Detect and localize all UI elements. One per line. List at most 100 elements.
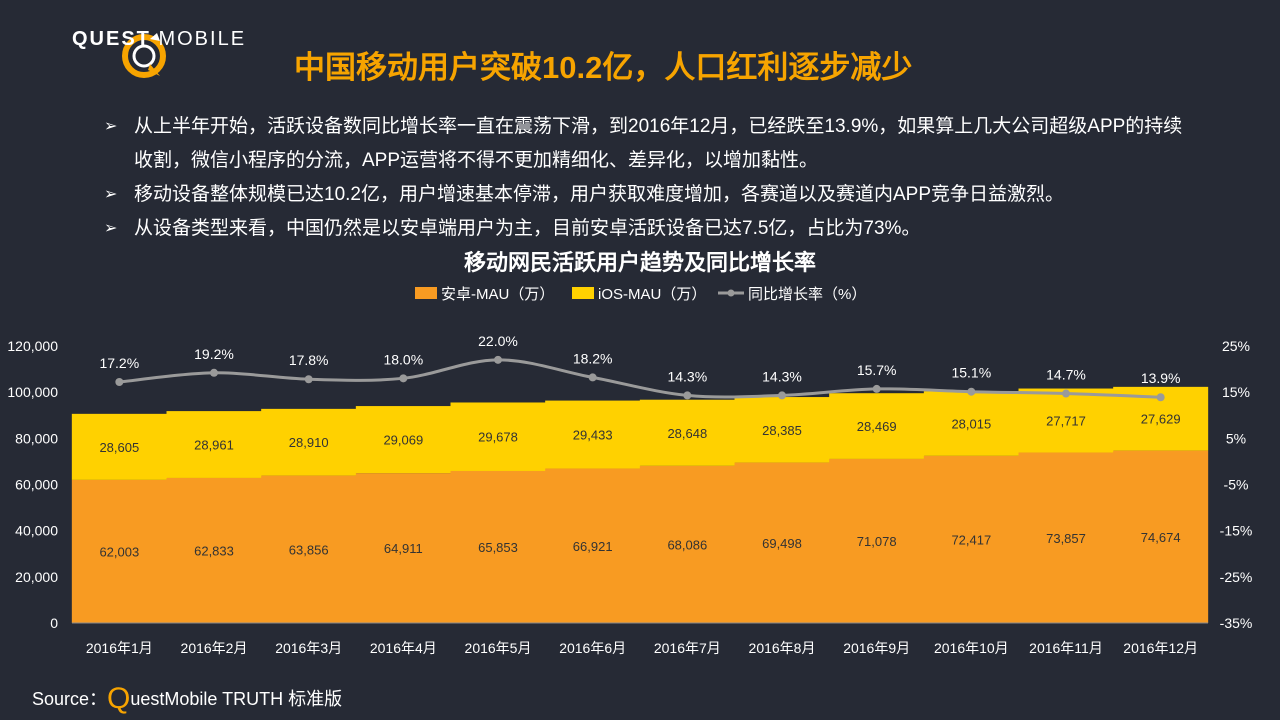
- x-tick-label: 2016年10月: [934, 640, 1009, 656]
- quest-mobile-logo-icon: [122, 33, 166, 78]
- brand-name: QUEST MOBILE: [72, 28, 246, 51]
- bar-android: [450, 470, 546, 623]
- bar-android: [261, 475, 357, 623]
- x-tick-label: 2016年5月: [465, 640, 532, 656]
- bar-ios-label: 29,069: [383, 433, 423, 448]
- growth-rate-label: 15.1%: [951, 365, 991, 381]
- growth-rate-point: [588, 373, 597, 382]
- growth-rate-label: 14.7%: [1046, 367, 1086, 383]
- bar-ios-label: 28,015: [951, 417, 991, 432]
- bar-android-label: 73,857: [1046, 531, 1086, 546]
- bar-android: [166, 477, 262, 623]
- bar-android-label: 74,674: [1141, 530, 1181, 545]
- growth-rate-point: [1062, 389, 1070, 398]
- bar-ios: [639, 399, 735, 466]
- bar-android-label: 71,078: [857, 534, 897, 549]
- legend-label: iOS-MAU（万）: [598, 286, 706, 303]
- bar-android: [71, 479, 167, 623]
- arrow-bullet-icon: ➢: [104, 186, 118, 203]
- legend-swatch: [415, 287, 437, 299]
- bar-ios: [734, 397, 830, 463]
- bar-android-label: 66,921: [573, 539, 613, 554]
- x-tick-label: 2016年7月: [654, 640, 721, 656]
- growth-rate-point: [494, 355, 502, 364]
- source-text: uestMobile TRUTH 标准版: [130, 689, 343, 709]
- growth-rate-point: [399, 374, 408, 383]
- bar-ios: [450, 402, 546, 471]
- y-right-tick-label: -25%: [1220, 569, 1253, 585]
- growth-rate-point: [304, 375, 313, 384]
- growth-rate-point: [683, 391, 692, 400]
- growth-rate-point: [967, 387, 976, 396]
- x-tick-label: 2016年6月: [559, 640, 626, 656]
- bar-android-label: 62,003: [99, 544, 139, 559]
- legend-label: 同比增长率（%）: [748, 286, 866, 303]
- bar-android-label: 72,417: [951, 532, 991, 547]
- bar-ios: [923, 391, 1019, 456]
- bar-android: [734, 462, 830, 623]
- bar-android: [829, 458, 925, 623]
- bar-ios: [1018, 388, 1114, 453]
- x-tick-label: 2016年2月: [181, 640, 248, 656]
- bar-android-label: 64,911: [384, 541, 423, 556]
- bar-ios: [355, 406, 451, 474]
- bar-ios-label: 28,469: [857, 419, 897, 434]
- bullet-item: ➢ 从上半年开始，活跃设备数同比增长率一直在震荡下滑，到2016年12月，已经跌…: [104, 110, 1194, 178]
- y-right-tick-label: -35%: [1220, 615, 1253, 631]
- growth-rate-label: 14.3%: [667, 368, 707, 384]
- growth-rate-label: 17.2%: [99, 355, 139, 371]
- y-right-tick-label: 15%: [1222, 384, 1250, 400]
- bar-android: [923, 455, 1019, 623]
- growth-rate-label: 22.0%: [478, 333, 518, 349]
- bar-ios: [261, 408, 357, 476]
- growth-rate-point: [1156, 393, 1165, 402]
- bar-android-label: 68,086: [667, 537, 707, 552]
- bar-android-label: 62,833: [194, 543, 234, 558]
- bullet-item: ➢ 从设备类型来看，中国仍然是以安卓端用户为主，目前安卓活跃设备已达7.5亿，占…: [104, 212, 1194, 246]
- page-title: 中国移动用户突破10.2亿，人口红利逐步减少: [294, 50, 913, 85]
- bar-ios-label: 27,629: [1141, 412, 1181, 427]
- bar-ios-label: 27,717: [1046, 414, 1086, 429]
- growth-rate-label: 18.0%: [383, 351, 423, 367]
- y-left-tick-label: 60,000: [15, 477, 58, 493]
- bar-ios-label: 28,605: [99, 440, 139, 455]
- bar-ios-label: 28,961: [194, 438, 234, 453]
- bar-ios-label: 29,433: [573, 428, 613, 443]
- brand-name-light: MOBILE: [158, 28, 247, 50]
- bar-android: [1113, 450, 1209, 623]
- x-tick-label: 2016年9月: [843, 640, 910, 656]
- legend-swatch-marker: [727, 289, 735, 297]
- bar-ios-label: 28,648: [667, 426, 707, 441]
- bar-ios-label: 29,678: [478, 430, 518, 445]
- growth-rate-point: [210, 368, 218, 377]
- growth-rate-label: 15.7%: [857, 362, 897, 378]
- growth-rate-label: 19.2%: [194, 346, 234, 362]
- y-left-tick-label: 120,000: [7, 338, 58, 354]
- bar-ios-label: 28,385: [762, 423, 802, 438]
- bar-android-label: 65,853: [478, 540, 518, 555]
- y-right-tick-label: -5%: [1224, 477, 1249, 493]
- bar-android-label: 63,856: [289, 542, 329, 557]
- bullet-text: 从设备类型来看，中国仍然是以安卓端用户为主，目前安卓活跃设备已达7.5亿，占比为…: [134, 218, 921, 239]
- y-left-tick-label: 100,000: [7, 384, 58, 400]
- bar-ios-label: 28,910: [289, 435, 329, 450]
- growth-rate-label: 13.9%: [1141, 370, 1181, 386]
- growth-rate-point: [778, 391, 786, 400]
- y-left-tick-label: 80,000: [15, 430, 58, 446]
- bar-ios: [166, 411, 262, 478]
- bullet-item: ➢ 移动设备整体规模已达10.2亿，用户增速基本停滞，用户获取难度增加，各赛道以…: [104, 178, 1194, 212]
- x-tick-label: 2016年8月: [749, 640, 816, 656]
- bar-android: [355, 473, 451, 623]
- x-tick-label: 2016年4月: [370, 640, 437, 656]
- arrow-bullet-icon: ➢: [104, 118, 118, 135]
- y-right-tick-label: -15%: [1220, 523, 1253, 539]
- growth-rate-label: 18.2%: [573, 350, 613, 366]
- x-tick-label: 2016年12月: [1123, 640, 1198, 656]
- growth-rate-label: 17.8%: [289, 352, 329, 368]
- source-prefix: Source：: [32, 689, 108, 709]
- y-right-tick-label: 25%: [1222, 338, 1250, 354]
- growth-rate-label: 14.3%: [762, 368, 802, 384]
- y-left-tick-label: 20,000: [15, 569, 58, 585]
- arrow-bullet-icon: ➢: [104, 220, 118, 237]
